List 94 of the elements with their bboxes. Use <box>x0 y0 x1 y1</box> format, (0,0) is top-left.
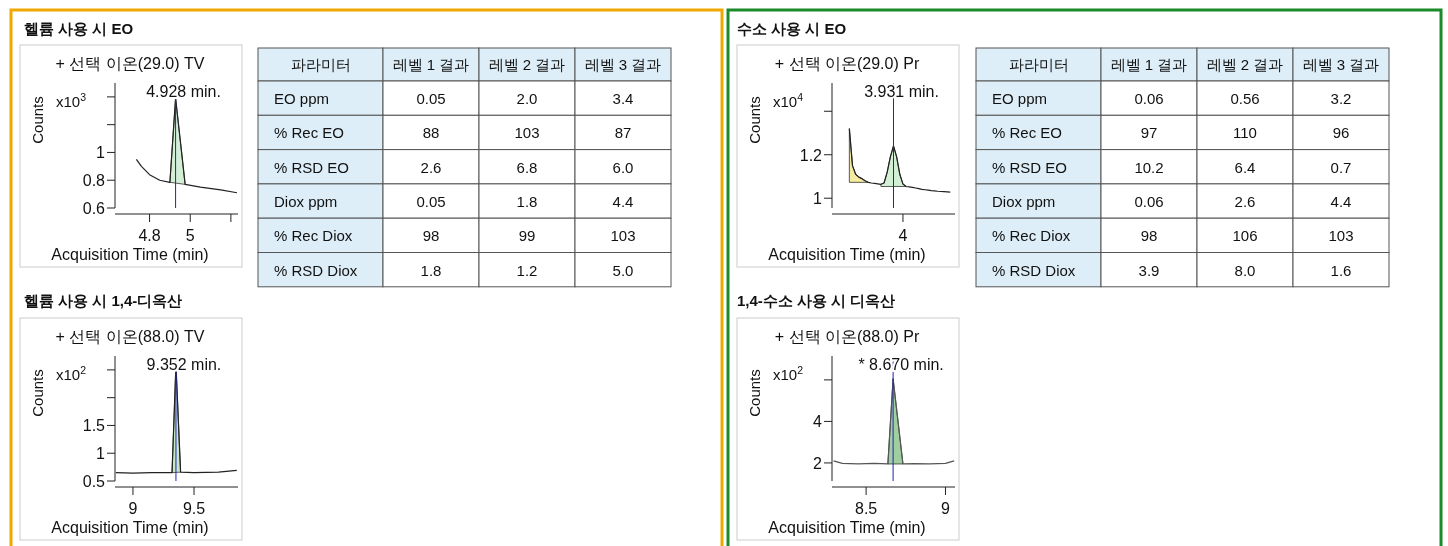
data-label: 99 <box>518 227 536 245</box>
data-label: 4.4 <box>1330 192 1352 210</box>
data-label: 10.2 <box>1134 158 1164 176</box>
y-tick-label: % RSD EO <box>274 158 350 176</box>
y-tick-label: % RSD Diox <box>992 261 1076 279</box>
data-label: 1.8 <box>516 192 538 210</box>
data-label: 103 <box>1328 227 1354 245</box>
y-axis-title: Counts <box>746 369 763 417</box>
ref-line-label: 9.352 min. <box>146 356 222 373</box>
data-label: 0.05 <box>416 192 446 210</box>
y-tick-label: EO ppm <box>274 90 330 107</box>
y-tick-label: 1 <box>96 445 106 463</box>
y-axis-title: 파라미터 <box>1008 56 1069 73</box>
x-tick-label: 레벨 2 결과 <box>488 56 566 73</box>
y-axis-title: Counts <box>29 369 46 417</box>
data-label: 98 <box>1140 227 1158 245</box>
data-label: 0.06 <box>1134 192 1164 210</box>
y-tick-label: % RSD Diox <box>274 261 358 279</box>
data-label: 0.7 <box>1330 158 1352 176</box>
y-tick-label: 1 <box>96 144 106 162</box>
data-label: 2.0 <box>516 90 538 107</box>
text: x10$^{3}$ <box>56 91 87 110</box>
x-axis-title: Acquisition Time (min) <box>51 519 209 536</box>
data-label: 87 <box>614 124 632 142</box>
data-label: 5.0 <box>612 261 634 279</box>
data-label: 8.0 <box>1234 261 1256 279</box>
data-label: 2.6 <box>1234 192 1256 210</box>
data-label: 96 <box>1332 124 1350 142</box>
y-axis-title: Counts <box>746 96 763 144</box>
y-tick-label: 4 <box>813 413 823 431</box>
x-axis-title: Acquisition Time (min) <box>768 519 926 536</box>
data-label: 3.2 <box>1330 90 1352 107</box>
data-label: 0.05 <box>416 90 446 107</box>
text: x10$^{2}$ <box>773 364 804 383</box>
data-label: 3.4 <box>612 90 634 107</box>
y-tick-label: % Rec Diox <box>992 227 1071 245</box>
chart-title: 1,4-수소 사용 시 디옥산 <box>737 292 896 309</box>
chart-subtitle: + 선택 이온(29.0) TV <box>55 55 205 72</box>
x-tick-label: 9 <box>128 500 138 517</box>
x-tick-label: 레벨 1 결과 <box>1110 56 1188 73</box>
data-label: 1.2 <box>516 261 538 279</box>
data-label: 98 <box>422 227 440 245</box>
y-tick-label: 2 <box>813 454 823 472</box>
y-tick-label: 1.2 <box>799 146 823 164</box>
y-tick-label: 0.8 <box>82 172 106 190</box>
chart-subtitle: + 선택 이온(88.0) TV <box>55 328 205 345</box>
y-tick-label: 0.6 <box>82 200 106 217</box>
y-tick-label: EO ppm <box>992 90 1048 107</box>
x-axis-title: Acquisition Time (min) <box>768 246 926 263</box>
y-tick-label: % Rec Diox <box>274 227 353 245</box>
y-axis-title: Counts <box>29 96 46 144</box>
text: x10$^{2}$ <box>56 364 87 383</box>
x-tick-label: 레벨 3 결과 <box>584 56 662 73</box>
data-label: 6.0 <box>612 158 634 176</box>
x-tick-label: 레벨 3 결과 <box>1302 56 1380 73</box>
chart-subtitle: + 선택 이온(29.0) Pr <box>774 55 920 72</box>
y-axis-title: 파라미터 <box>290 56 351 73</box>
data-label: 88 <box>422 124 440 142</box>
x-tick-label: 4 <box>898 227 908 244</box>
data-label: 6.4 <box>1234 158 1256 176</box>
y-tick-label: % Rec EO <box>992 124 1063 142</box>
data-label: 2.6 <box>420 158 442 176</box>
x-tick-label: 4.8 <box>138 227 161 244</box>
data-label: 4.4 <box>612 192 634 210</box>
data-label: 103 <box>610 227 636 245</box>
data-label: 6.8 <box>516 158 538 176</box>
data-label: 103 <box>514 124 540 142</box>
data-label: 3.9 <box>1138 261 1160 279</box>
data-label: 110 <box>1233 124 1257 142</box>
x-tick-label: 5 <box>185 227 195 244</box>
data-label: 1.6 <box>1330 261 1352 279</box>
y-tick-label: % RSD EO <box>992 158 1068 176</box>
chart-title: 헬륨 사용 시 EO <box>24 20 134 37</box>
x-axis-title: Acquisition Time (min) <box>51 246 209 263</box>
data-label: 0.56 <box>1230 90 1260 107</box>
chart-title: 수소 사용 시 EO <box>737 20 847 37</box>
x-tick-label: 레벨 1 결과 <box>392 56 470 73</box>
data-label: 1.8 <box>420 261 442 279</box>
y-tick-label: 1.5 <box>82 417 106 435</box>
x-tick-label: 레벨 2 결과 <box>1206 56 1284 73</box>
chart-title: 헬륨 사용 시 1,4-디옥산 <box>24 292 183 309</box>
y-tick-label: 0.5 <box>82 473 106 490</box>
data-label: 97 <box>1140 124 1158 142</box>
y-tick-label: % Rec EO <box>274 124 345 142</box>
x-tick-label: 9 <box>941 500 951 517</box>
x-tick-label: 8.5 <box>855 500 878 517</box>
text: x10$^{4}$ <box>773 91 804 110</box>
chart-subtitle: + 선택 이온(88.0) Pr <box>774 328 920 345</box>
y-tick-label: Diox ppm <box>274 192 338 210</box>
y-tick-label: Diox ppm <box>992 192 1056 210</box>
data-label: 106 <box>1232 227 1258 245</box>
x-tick-label: 9.5 <box>182 500 206 517</box>
y-tick-label: 1 <box>813 190 823 208</box>
data-label: 0.06 <box>1134 90 1164 107</box>
